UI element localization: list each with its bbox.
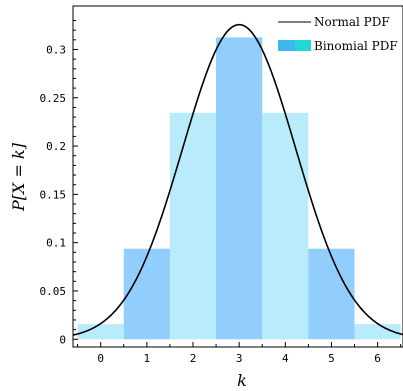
x-tick-label: 0 — [97, 352, 104, 365]
x-tick-label: 1 — [144, 352, 151, 365]
plot-frame — [72, 5, 403, 348]
y-tick-label: 0 — [59, 333, 66, 346]
legend-bar-swatch-light — [295, 40, 311, 51]
normal-pdf-curve — [72, 23, 403, 336]
y-tick-label: 0.2 — [46, 140, 66, 153]
bars-group — [77, 37, 401, 340]
x-axis-label: k — [237, 371, 247, 390]
y-axis-label: P[X = k] — [9, 142, 28, 212]
y-tick-label: 0.3 — [46, 43, 66, 56]
bar-k3 — [216, 37, 263, 340]
bar-k0 — [77, 324, 124, 340]
y-tick-label: 0.15 — [40, 188, 67, 201]
legend-label-normal: Normal PDF — [314, 15, 390, 29]
x-tick-label: 5 — [328, 352, 335, 365]
y-tick-label: 0.1 — [46, 237, 66, 250]
bar-k5 — [308, 248, 355, 340]
y-tick-label: 0.25 — [40, 92, 67, 105]
x-tick-label: 2 — [190, 352, 197, 365]
y-tick-label: 0.05 — [40, 285, 67, 298]
bar-k4 — [262, 112, 309, 340]
bar-k6 — [354, 324, 401, 340]
x-tick-label: 6 — [374, 352, 381, 365]
y-axis-ticks: 0 0.05 0.1 0.15 0.2 0.25 0.3 — [40, 19, 78, 346]
x-axis-ticks: 0 1 2 3 4 5 6 — [77, 342, 402, 365]
x-tick-label: 3 — [236, 352, 243, 365]
bar-k1 — [123, 248, 170, 340]
x-tick-label: 4 — [282, 352, 289, 365]
bar-k2 — [169, 112, 217, 340]
legend-label-binomial: Binomial PDF — [314, 39, 398, 53]
legend-bar-swatch-dark — [278, 40, 295, 51]
legend: Normal PDF Binomial PDF — [278, 15, 398, 53]
